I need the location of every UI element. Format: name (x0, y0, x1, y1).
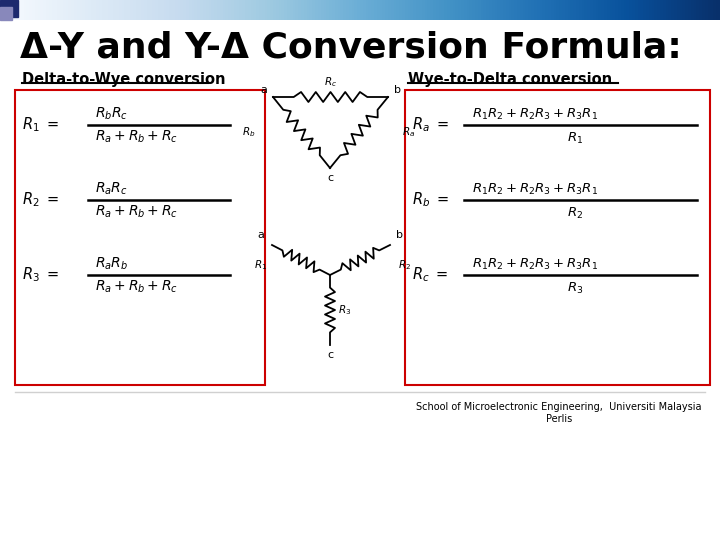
Text: a: a (257, 230, 264, 240)
Text: $R_a\ =$: $R_a\ =$ (412, 116, 449, 134)
Text: $R_b$: $R_b$ (241, 126, 255, 139)
Text: c: c (327, 173, 333, 183)
Text: $R_3$: $R_3$ (338, 303, 351, 317)
Text: b: b (394, 85, 401, 95)
Text: $R_2$: $R_2$ (567, 205, 583, 220)
Text: $R_3\ =$: $R_3\ =$ (22, 266, 59, 285)
Text: $R_1R_2 + R_2R_3 + R_3R_1$: $R_1R_2 + R_2R_3 + R_3R_1$ (472, 106, 598, 122)
Bar (0, 7, 12, 20)
Text: b: b (396, 230, 403, 240)
Text: $R_aR_c$: $R_aR_c$ (95, 181, 128, 197)
Text: Delta-to-Wye conversion: Delta-to-Wye conversion (22, 72, 225, 87)
Text: $R_bR_c$: $R_bR_c$ (95, 106, 128, 122)
Text: $R_1R_2 + R_2R_3 + R_3R_1$: $R_1R_2 + R_2R_3 + R_3R_1$ (472, 181, 598, 197)
Text: Δ-Y and Y-Δ Conversion Formula:: Δ-Y and Y-Δ Conversion Formula: (20, 30, 682, 64)
Text: $R_1$: $R_1$ (254, 258, 267, 272)
Bar (0, 0, 18, 17)
Text: $R_2\ =$: $R_2\ =$ (22, 191, 59, 210)
Text: $R_1R_2 + R_2R_3 + R_3R_1$: $R_1R_2 + R_2R_3 + R_3R_1$ (472, 256, 598, 272)
Text: $R_b\ =$: $R_b\ =$ (412, 191, 449, 210)
Text: $R_a + R_b + R_c$: $R_a + R_b + R_c$ (95, 204, 178, 220)
Text: $R_c\ =$: $R_c\ =$ (412, 266, 449, 285)
Text: $R_2$: $R_2$ (398, 258, 411, 272)
Text: $R_a$: $R_a$ (402, 126, 415, 139)
Text: $R_3$: $R_3$ (567, 280, 583, 295)
Text: $R_1\ =$: $R_1\ =$ (22, 116, 59, 134)
Text: $R_1$: $R_1$ (567, 131, 583, 146)
Text: $R_a + R_b + R_c$: $R_a + R_b + R_c$ (95, 129, 178, 145)
Text: $R_a + R_b + R_c$: $R_a + R_b + R_c$ (95, 279, 178, 295)
Text: $R_c$: $R_c$ (324, 75, 337, 89)
Bar (405, 90, 710, 385)
Text: a: a (260, 85, 267, 95)
Bar (15, 90, 265, 385)
Text: $R_aR_b$: $R_aR_b$ (95, 256, 128, 272)
Text: c: c (327, 350, 333, 360)
Text: Wye-to-Delta conversion: Wye-to-Delta conversion (408, 72, 612, 87)
Text: School of Microelectronic Engineering,  Universiti Malaysia
Perlis: School of Microelectronic Engineering, U… (416, 402, 702, 423)
